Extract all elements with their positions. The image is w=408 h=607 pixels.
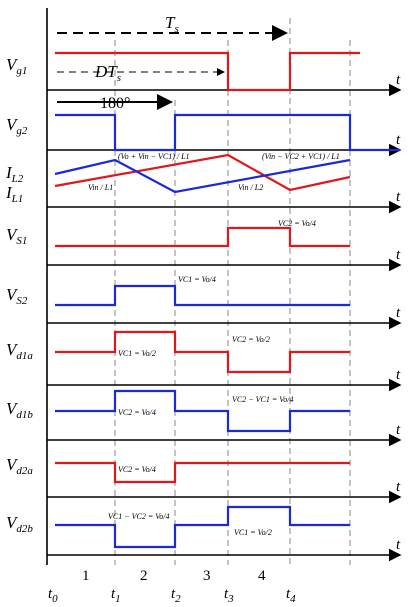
interval-label: 3 — [203, 568, 211, 584]
annotation: VC2 = Vo/4 — [118, 465, 156, 474]
subscript: S2 — [16, 295, 28, 307]
axis-label: t — [396, 479, 401, 495]
base: t — [111, 586, 116, 602]
signal-label: Vg2 — [6, 115, 28, 137]
subscript: L1 — [11, 193, 24, 205]
axis-label: t — [396, 189, 401, 205]
axis-label: t — [396, 72, 401, 88]
waveforms — [54, 51, 400, 549]
axis-label: t — [396, 367, 401, 383]
base: V — [6, 55, 19, 74]
time-label: t1 — [111, 586, 121, 605]
interval-label: 4 — [258, 568, 266, 584]
annotation: VC2 = Vo/4 — [278, 219, 316, 228]
annotation: VC1 = Vo/2 — [234, 528, 272, 537]
period-label: Ts — [165, 13, 179, 35]
subscript: d2a — [16, 465, 33, 477]
annotation: (Vo + Vin − VC1) / L1 — [118, 152, 190, 161]
base: t — [286, 586, 291, 602]
annotation: (Vin − VC2 + VC1) / L1 — [262, 152, 340, 161]
base: t — [171, 586, 176, 602]
annotation: VC1 = Vo/2 — [118, 349, 156, 358]
axis-label: t — [396, 132, 401, 148]
grid — [46, 8, 351, 565]
time-label: t3 — [224, 586, 234, 605]
signal-label: VS2 — [6, 285, 28, 307]
signal-label: IL1 — [5, 183, 23, 205]
base: V — [6, 340, 19, 359]
base: V — [6, 285, 19, 304]
annotation: VC2 = Vo/4 — [118, 408, 156, 417]
subscript: 1 — [115, 593, 121, 605]
interval-label: 2 — [140, 568, 148, 584]
subscript: 3 — [227, 593, 234, 605]
annotation: VC1 − VC2 = Vo/4 — [108, 512, 169, 521]
interval-label: 1 — [82, 568, 90, 584]
time-label: t4 — [286, 586, 296, 605]
subscript: L2 — [11, 173, 24, 185]
time-axes: t t t t t t t t t — [47, 72, 402, 562]
base: I — [5, 163, 13, 182]
annotation: Vin / L1 — [88, 183, 113, 192]
axis-label: t — [396, 537, 401, 553]
base: V — [6, 115, 19, 134]
axis-label: t — [396, 422, 401, 438]
annotation: VC2 − VC1 = Vo/4 — [232, 395, 293, 404]
axis-label: t — [396, 305, 401, 321]
axis-label: t — [396, 247, 401, 263]
top-arrows: Ts DTs 180° — [57, 13, 288, 112]
time-label: t0 — [48, 586, 58, 605]
signal-label: Vd2a — [6, 455, 33, 477]
annotation: VC1 = Vo/4 — [178, 275, 216, 284]
base: V — [6, 455, 19, 474]
base: t — [224, 586, 229, 602]
base: V — [6, 513, 19, 532]
signal-label: Vd1a — [6, 340, 33, 362]
duty-label: DTs — [94, 62, 121, 84]
base: V — [6, 399, 19, 418]
signal-label: Vd2b — [6, 513, 33, 535]
subscript: 0 — [52, 593, 58, 605]
signal-label: IL2 — [5, 163, 24, 185]
subscript: d1a — [16, 350, 33, 362]
subscript: g2 — [16, 125, 28, 137]
annotation: Vin / L2 — [238, 183, 263, 192]
subscript: d2b — [16, 523, 33, 535]
subscript: 4 — [290, 593, 296, 605]
signal-label: VS1 — [6, 225, 27, 247]
base: I — [5, 183, 13, 202]
annotation: VC2 = Vo/2 — [232, 335, 270, 344]
signal-label: Vd1b — [6, 399, 33, 421]
time-label: t2 — [171, 586, 181, 605]
subscript: S1 — [16, 235, 27, 247]
base: t — [48, 586, 53, 602]
subscript: 2 — [175, 593, 181, 605]
subscript: d1b — [16, 409, 33, 421]
phase-label: 180° — [100, 95, 130, 112]
subscript: g1 — [16, 65, 27, 77]
signal-label: Vg1 — [6, 55, 27, 77]
base: V — [6, 225, 19, 244]
